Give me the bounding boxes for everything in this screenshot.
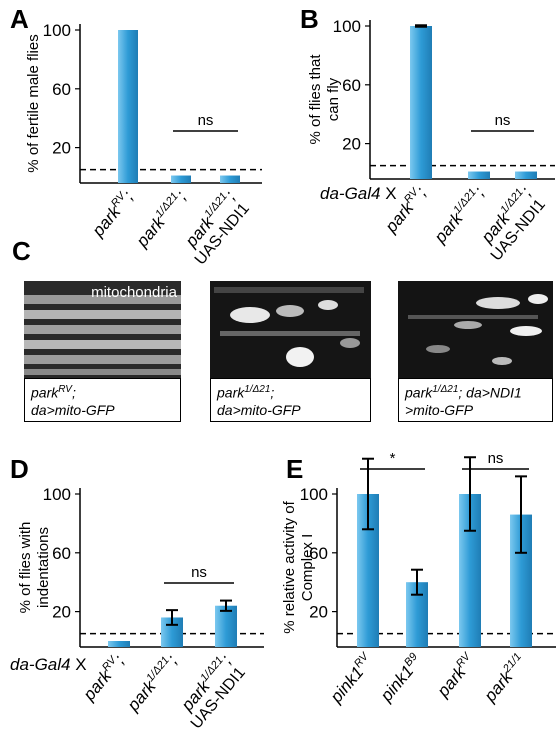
panel-label-a: A [10, 4, 29, 34]
y-tick-label: 100 [43, 485, 71, 504]
micrograph-caption-1: parkRV; da>mito-GFP [24, 378, 181, 422]
bar [108, 641, 130, 647]
y-tick-label: 60 [309, 544, 328, 563]
panel-label-e: E [286, 454, 304, 484]
bar [357, 494, 379, 647]
y-axis-label: indentations [35, 527, 52, 608]
y-tick-label: 100 [300, 485, 328, 504]
micrograph-3 [398, 281, 553, 378]
svg-text:pink1RV: pink1RV [325, 649, 378, 707]
y-tick-label: 100 [43, 21, 71, 40]
bar [410, 26, 432, 179]
significance-label: ns [495, 112, 511, 129]
micrograph-1: mitochondria [24, 281, 181, 378]
y-axis-label: % of flies with [17, 522, 34, 614]
y-axis-label: % of flies that [307, 54, 324, 145]
y-axis-label: % relative activity of [281, 500, 298, 633]
bar [468, 171, 490, 179]
x-tick-label: pink1B9 [375, 651, 426, 706]
y-tick-label: 20 [342, 135, 361, 154]
micrograph-2 [210, 281, 371, 378]
y-tick-label: 20 [52, 139, 71, 158]
bar [406, 582, 428, 647]
bar [220, 175, 240, 183]
prefix-label: da-Gal4 X [10, 655, 87, 674]
prefix-label: da-Gal4 X [320, 184, 397, 203]
panel-label-d: D [10, 454, 29, 484]
bar [118, 30, 138, 183]
bar [171, 175, 191, 183]
svg-text:parkRV: parkRV [432, 649, 480, 701]
bar [459, 494, 481, 647]
y-axis-label: Complex I [299, 534, 316, 602]
svg-text:pink1B9: pink1B9 [375, 651, 426, 706]
significance-label: * [390, 450, 396, 467]
panel-label-b: B [300, 4, 319, 34]
svg-text:park21/1: park21/1 [479, 651, 530, 706]
x-tick-label: park21/1 [479, 651, 530, 706]
micrograph-label: mitochondria [91, 284, 177, 301]
panel-label-c: C [12, 236, 31, 266]
y-axis-label: % of fertile male flies [25, 34, 42, 172]
bar [215, 605, 237, 647]
bar [510, 514, 532, 647]
y-axis-label: can fly [325, 77, 342, 121]
y-tick-label: 60 [52, 544, 71, 563]
y-tick-label: 100 [333, 17, 361, 36]
y-tick-label: 20 [52, 603, 71, 622]
y-tick-label: 60 [342, 76, 361, 95]
x-tick-label: pink1RV [325, 649, 378, 707]
significance-label: ns [191, 564, 207, 581]
significance-label: ns [488, 450, 504, 467]
y-tick-label: 20 [309, 603, 328, 622]
micrograph-caption-2: park1/Δ21; da>mito-GFP [210, 378, 371, 422]
x-tick-label: parkRV [432, 649, 480, 701]
micrograph-caption-3: park1/Δ21; da>NDI1 >mito-GFP [398, 378, 553, 422]
bar [515, 171, 537, 179]
y-tick-label: 60 [52, 80, 71, 99]
significance-label: ns [198, 112, 214, 129]
